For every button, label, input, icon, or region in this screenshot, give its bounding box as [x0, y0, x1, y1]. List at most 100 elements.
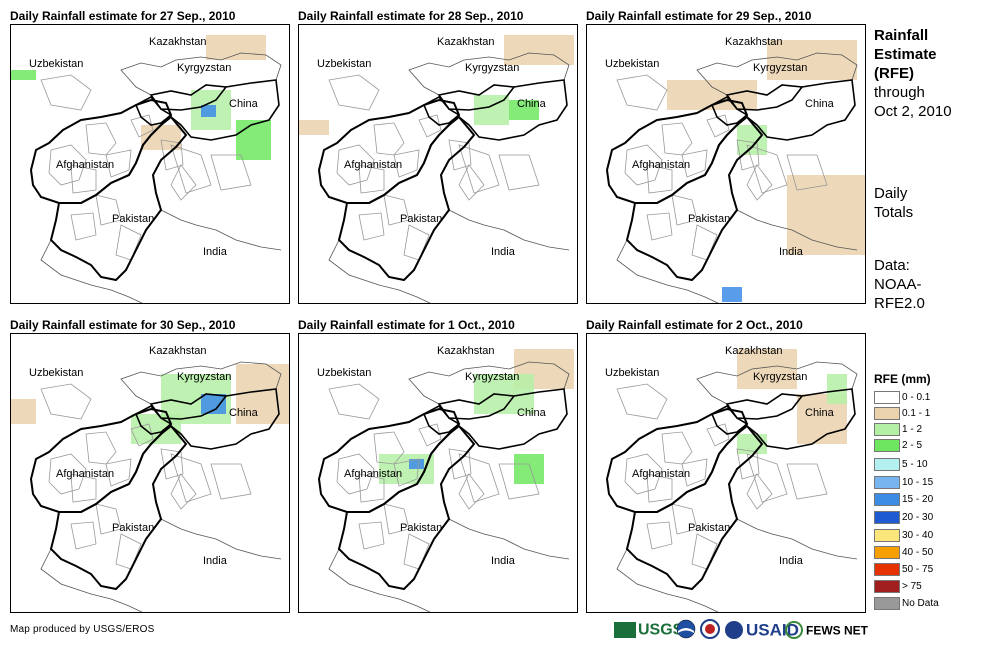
admin-boundary [336, 144, 375, 186]
side-data-source1: NOAA- [874, 276, 922, 293]
admin-boundary [160, 448, 184, 480]
label-kyrgyzstan: Kyrgyzstan [465, 371, 520, 383]
country-boundary [605, 98, 749, 204]
rainfall-patch [737, 434, 767, 454]
label-afghanistan: Afghanistan [344, 159, 403, 171]
admin-boundary [736, 139, 760, 171]
country-boundary [40, 239, 143, 303]
admin-boundary [393, 458, 420, 487]
side-daily-totals: Daily Totals [874, 184, 913, 222]
admin-boundary [691, 224, 718, 261]
admin-boundary [70, 212, 97, 241]
country-boundary [337, 115, 476, 282]
admin-boundary [671, 503, 698, 535]
admin-boundary [458, 473, 485, 510]
admin-boundary [130, 114, 154, 138]
admin-boundary [458, 453, 500, 503]
label-uzbekistan: Uzbekistan [605, 58, 660, 70]
admin-boundary [786, 463, 828, 500]
noaa-logo-icon [676, 619, 696, 644]
legend-label: No Data [902, 598, 939, 609]
side-totals: Totals [874, 204, 914, 221]
rainfall-patch [504, 35, 574, 65]
panel-title-5: Daily Rainfall estimate for 1 Oct., 2010 [298, 318, 515, 332]
side-date: Oct 2, 2010 [874, 103, 952, 120]
admin-boundary [661, 431, 693, 465]
label-india: India [203, 246, 227, 258]
label-afghanistan: Afghanistan [56, 468, 115, 480]
panel-title-6: Daily Rainfall estimate for 2 Oct., 2010 [586, 318, 803, 332]
admin-boundary [358, 521, 385, 550]
country-boundary [49, 424, 188, 591]
admin-boundary [130, 423, 154, 447]
country-boundary [437, 84, 516, 111]
legend-swatch [874, 529, 900, 542]
country-boundary [160, 209, 282, 251]
admin-boundary [498, 463, 540, 500]
map-panel-1: Kazakhstan Uzbekistan Kyrgyzstan China A… [10, 24, 290, 304]
label-afghanistan: Afghanistan [632, 468, 691, 480]
country-boundary [328, 548, 431, 612]
admin-boundary [736, 448, 760, 480]
legend-label: > 75 [902, 581, 922, 592]
label-china: China [805, 98, 834, 110]
admin-boundary [646, 164, 673, 194]
map-panel-4: Kazakhstan Uzbekistan Kyrgyzstan China A… [10, 333, 290, 613]
admin-boundary [448, 139, 472, 171]
admin-boundary [746, 144, 788, 194]
side-data-source2: RFE2.0 [874, 295, 925, 312]
admin-boundary [373, 122, 405, 156]
map-canvas-4 [11, 361, 289, 612]
country-boundary [625, 115, 764, 282]
admin-boundary [48, 453, 87, 495]
country-boundary [725, 393, 804, 420]
label-uzbekistan: Uzbekistan [29, 367, 84, 379]
admin-boundary [403, 533, 430, 570]
admin-boundary [358, 164, 385, 194]
rainfall-patch [236, 120, 271, 160]
label-kyrgyzstan: Kyrgyzstan [753, 371, 808, 383]
legend-label: 30 - 40 [902, 530, 934, 541]
admin-boundary [681, 458, 708, 487]
legend-swatch [874, 563, 900, 576]
admin-boundary [115, 224, 142, 261]
rainfall-patch [827, 374, 847, 404]
legend-swatch [874, 546, 900, 559]
legend-swatch [874, 511, 900, 524]
label-uzbekistan: Uzbekistan [317, 58, 372, 70]
map-canvas-2 [299, 35, 574, 303]
legend-label: 10 - 15 [902, 477, 934, 488]
legend-swatch [874, 458, 900, 471]
label-kyrgyzstan: Kyrgyzstan [177, 371, 232, 383]
admin-boundary [358, 473, 385, 503]
label-pakistan: Pakistan [688, 522, 731, 534]
map-canvas-5 [317, 349, 574, 612]
usgs-logo: USGS [614, 619, 683, 640]
admin-boundary [691, 533, 718, 570]
label-kyrgyzstan: Kyrgyzstan [753, 62, 808, 74]
map-canvas-3 [605, 40, 865, 303]
label-india: India [779, 246, 803, 258]
label-kyrgyzstan: Kyrgyzstan [177, 62, 232, 74]
label-china: China [229, 407, 258, 419]
country-boundary [736, 518, 858, 560]
country-boundary [317, 98, 461, 204]
country-boundary [616, 548, 719, 612]
country-boundary [149, 84, 228, 111]
admin-boundary [105, 149, 132, 178]
legend-label: 15 - 20 [902, 494, 934, 505]
country-boundary [625, 424, 764, 591]
panel-title-2: Daily Rainfall estimate for 28 Sep., 201… [298, 9, 524, 23]
label-pakistan: Pakistan [688, 213, 731, 225]
label-uzbekistan: Uzbekistan [605, 367, 660, 379]
admin-boundary [40, 74, 92, 111]
fewsnet-globe-icon [785, 621, 803, 640]
side-title-line1: Rainfall [874, 27, 929, 44]
admin-boundary [671, 194, 698, 226]
legend-label: 50 - 75 [902, 564, 934, 575]
legend-swatch [874, 439, 900, 452]
label-afghanistan: Afghanistan [56, 159, 115, 171]
admin-boundary [458, 144, 500, 194]
panel-title-4: Daily Rainfall estimate for 30 Sep., 201… [10, 318, 236, 332]
label-uzbekistan: Uzbekistan [317, 367, 372, 379]
